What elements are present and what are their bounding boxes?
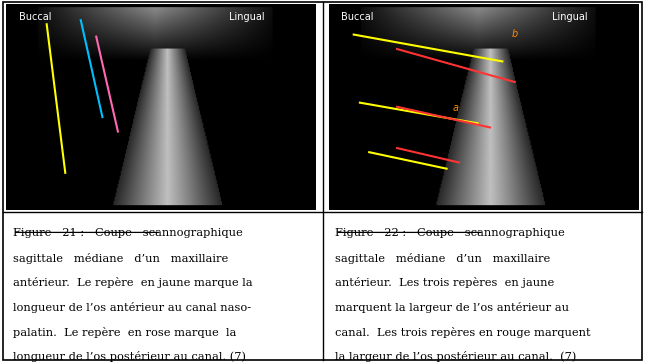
Text: longueur de l’os antérieur au canal naso-: longueur de l’os antérieur au canal naso… bbox=[13, 302, 251, 313]
Text: Figure   21 :   Coupe   scannographique: Figure 21 : Coupe scannographique bbox=[13, 228, 243, 238]
Text: sagittale   médiane   d’un   maxillaire: sagittale médiane d’un maxillaire bbox=[335, 253, 550, 264]
Text: Lingual: Lingual bbox=[552, 12, 588, 22]
Text: Buccal: Buccal bbox=[19, 12, 52, 22]
Text: b: b bbox=[511, 29, 518, 39]
Text: a: a bbox=[453, 103, 459, 113]
Text: Lingual: Lingual bbox=[230, 12, 265, 22]
Text: Figure   22 :   Coupe   scannographique: Figure 22 : Coupe scannographique bbox=[335, 228, 565, 238]
Text: canal.  Les trois repères en rouge marquent: canal. Les trois repères en rouge marque… bbox=[335, 327, 591, 337]
Text: Buccal: Buccal bbox=[341, 12, 374, 22]
Text: antérieur.  Le repère  en jaune marque la: antérieur. Le repère en jaune marque la bbox=[13, 277, 252, 288]
Text: marquent la largeur de l’os antérieur au: marquent la largeur de l’os antérieur au bbox=[335, 302, 569, 313]
Text: antérieur.  Les trois repères  en jaune: antérieur. Les trois repères en jaune bbox=[335, 277, 555, 288]
Text: la largeur de l’os postérieur au canal.  (7): la largeur de l’os postérieur au canal. … bbox=[335, 351, 577, 362]
Text: sagittale   médiane   d’un   maxillaire: sagittale médiane d’un maxillaire bbox=[13, 253, 228, 264]
Text: longueur de l’os postérieur au canal. (7): longueur de l’os postérieur au canal. (7… bbox=[13, 351, 246, 362]
Text: palatin.  Le repère  en rose marque  la: palatin. Le repère en rose marque la bbox=[13, 327, 236, 337]
